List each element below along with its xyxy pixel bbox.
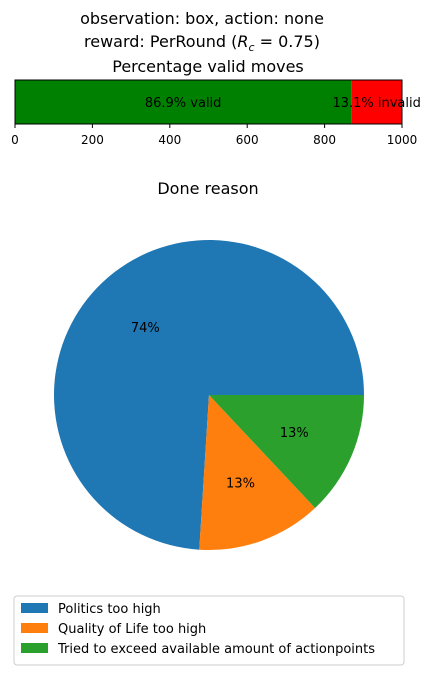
bar-x-tick-label: 200 — [81, 133, 104, 147]
pie-percent-label: 13% — [226, 477, 255, 492]
legend-swatch — [21, 623, 48, 633]
legend-frame — [13, 595, 405, 666]
pie-percent-label: 13% — [280, 426, 309, 441]
pie-chart-title: Done reason — [157, 179, 258, 198]
bar-x-tick-label: 1000 — [387, 133, 418, 147]
pie-slice — [53, 240, 365, 550]
pie-percent-labels: 74% 13% 13% — [131, 321, 309, 491]
bar-x-tick-label: 0 — [11, 133, 19, 147]
bar-segments — [15, 80, 402, 124]
bar-chart-title: Percentage valid moves — [112, 57, 304, 76]
pie-slice — [199, 395, 316, 550]
bar-label-invalid: 13.1% invalid — [332, 96, 420, 111]
legend-swatch — [21, 643, 48, 653]
bar-segment-labels: 86.9% valid 13.1% invalid — [145, 96, 421, 111]
legend-items: Politics too high Quality of Life too hig… — [21, 602, 375, 657]
bar-x-tick-label: 800 — [313, 133, 336, 147]
legend-label: Politics too high — [58, 602, 161, 617]
legend-label: Tried to exceed available amount of acti… — [57, 642, 375, 657]
bar-plot-frame — [14, 79, 403, 125]
done-reason-pie-chart: Done reason 74% 13% 13% — [53, 179, 365, 550]
bar-x-tick-label: 400 — [158, 133, 181, 147]
valid-moves-bar-chart: Percentage valid moves 86.9% valid 13.1% … — [11, 57, 421, 147]
figure-title-line2: reward: PerRound (Rc = 0.75) — [84, 32, 320, 54]
bar-segment-valid — [15, 80, 352, 124]
legend-swatch — [21, 603, 48, 613]
bar-x-tick-label: 600 — [236, 133, 259, 147]
bar-label-valid: 86.9% valid — [145, 96, 222, 111]
bar-x-axis: 0 200 400 600 800 1000 — [11, 124, 417, 147]
pie-legend: Politics too high Quality of Life too hig… — [13, 595, 405, 666]
pie-slices — [53, 240, 365, 550]
pie-slice — [209, 395, 364, 508]
pie-percent-label: 74% — [131, 321, 160, 336]
bar-segment-invalid — [351, 80, 402, 124]
figure-title-line1: observation: box, action: none — [80, 9, 324, 28]
legend-label: Quality of Life too high — [58, 622, 206, 637]
